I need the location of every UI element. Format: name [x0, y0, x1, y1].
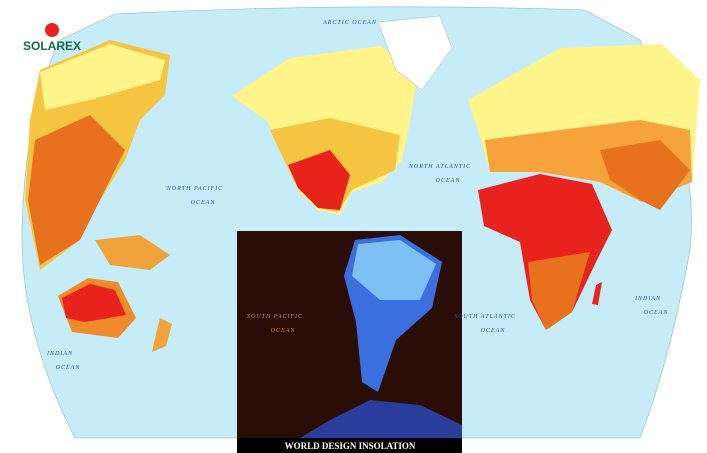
ocean-label: SOUTH ATLANTIC [454, 314, 516, 320]
land-australia-hot [62, 284, 126, 322]
land-antarctica [300, 400, 462, 438]
title-bar [237, 438, 462, 453]
ocean-label: OCEAN [644, 310, 669, 316]
ocean-label: NORTH PACIFIC [166, 186, 223, 192]
land-africa [478, 174, 612, 330]
logo-sun [45, 23, 59, 37]
land-islands [95, 235, 170, 270]
land-asia-east-band [40, 44, 165, 110]
ocean-label: OCEAN [191, 200, 216, 206]
ocean-label: NORTH ATLANTIC [408, 164, 471, 170]
ocean-label: OCEAN [56, 365, 81, 371]
land-new-zealand [152, 318, 172, 352]
ocean-label: ARCTIC OCEAN [322, 20, 377, 26]
ocean-label: OCEAN [481, 328, 506, 334]
ocean-label: SOUTH PACIFIC [247, 314, 303, 320]
ocean-label: INDIAN [634, 296, 661, 302]
land-asia-hot [600, 140, 690, 210]
land-greenland [377, 15, 453, 91]
ocean-label: OCEAN [271, 328, 296, 334]
land-madagascar [592, 282, 602, 305]
map-title: WORLD DESIGN INSOLATION [285, 441, 416, 451]
land-north-america-hot [288, 150, 350, 210]
ocean-label: INDIAN [46, 351, 73, 357]
ocean-label: OCEAN [436, 178, 461, 184]
land-south-america-north [352, 240, 436, 300]
land-africa-south [528, 252, 590, 330]
logo-text: SOLAREX [23, 39, 81, 53]
land-asia-east-hot [28, 115, 125, 265]
ocean-labels: ARCTIC OCEAN NORTH PACIFIC OCEAN NORTH ATLA… [46, 20, 669, 371]
